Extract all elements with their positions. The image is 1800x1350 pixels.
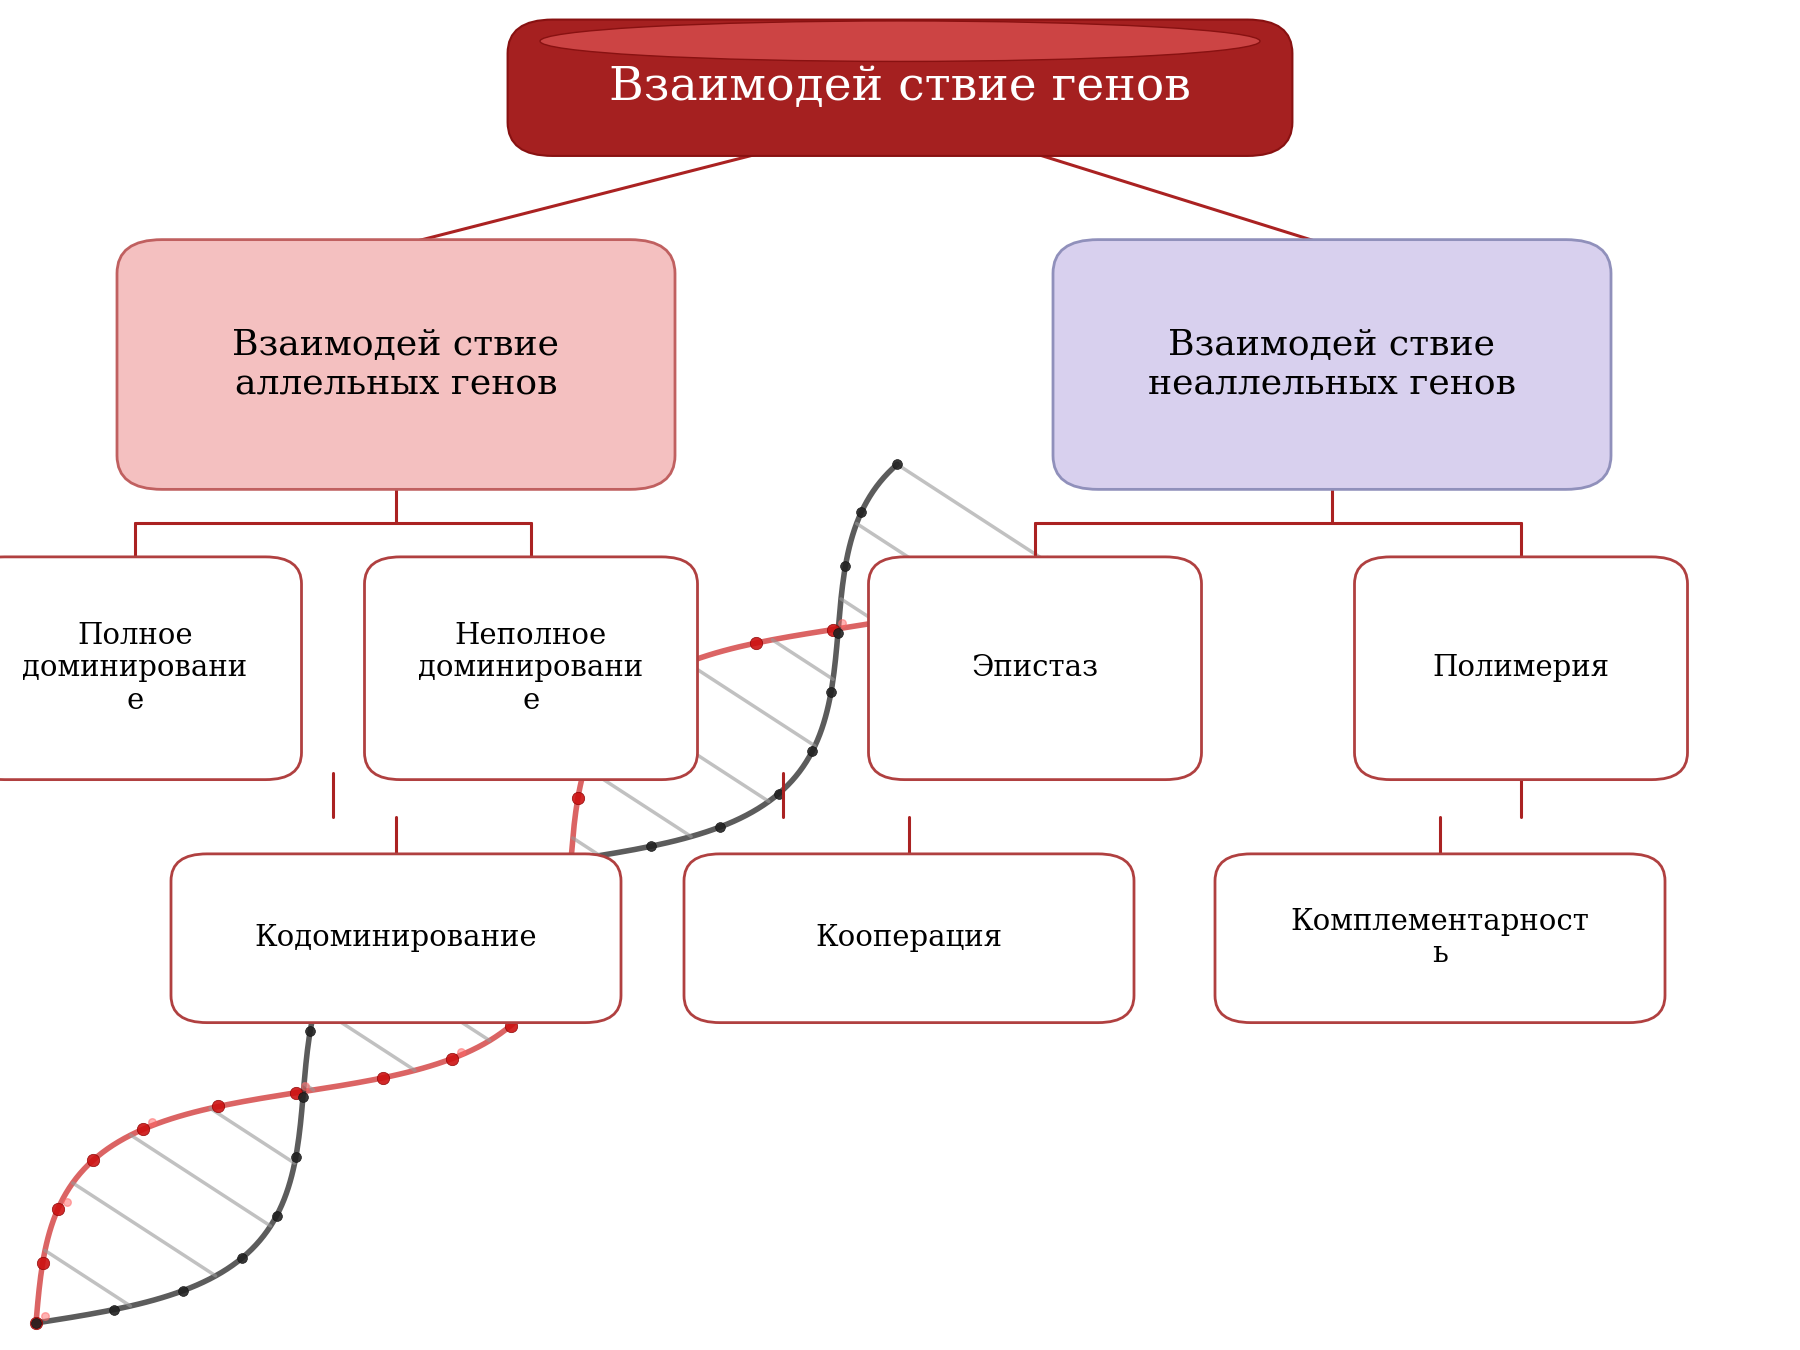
Point bbox=[1033, 551, 1062, 572]
Point bbox=[846, 501, 875, 522]
Point bbox=[311, 967, 340, 988]
Point bbox=[22, 1312, 50, 1334]
Point bbox=[203, 1096, 232, 1118]
Point bbox=[637, 836, 666, 857]
Text: Эпистаз: Эпистаз bbox=[972, 655, 1098, 682]
Point bbox=[828, 612, 857, 633]
Point bbox=[369, 1066, 398, 1088]
FancyBboxPatch shape bbox=[508, 20, 1292, 157]
Point bbox=[666, 655, 695, 676]
Point bbox=[79, 1150, 108, 1172]
Point bbox=[437, 1048, 466, 1069]
Point bbox=[290, 1075, 319, 1096]
Point bbox=[742, 632, 770, 653]
Text: Комплементарност
ь: Комплементарност ь bbox=[1291, 909, 1589, 968]
Point bbox=[473, 864, 502, 886]
Point bbox=[29, 1253, 58, 1274]
Point bbox=[765, 783, 794, 805]
Text: Полное
доминировани
е: Полное доминировани е bbox=[22, 622, 248, 714]
Point bbox=[675, 648, 704, 670]
Text: Кооперация: Кооперация bbox=[815, 925, 1003, 952]
Point bbox=[347, 918, 376, 940]
Text: Неполное
доминировани
е: Неполное доминировани е bbox=[418, 622, 644, 714]
Point bbox=[288, 1087, 317, 1108]
FancyBboxPatch shape bbox=[1053, 240, 1611, 490]
Point bbox=[556, 855, 585, 876]
Point bbox=[983, 578, 1012, 599]
FancyBboxPatch shape bbox=[0, 556, 302, 780]
Ellipse shape bbox=[540, 22, 1260, 61]
Point bbox=[22, 1312, 50, 1334]
FancyBboxPatch shape bbox=[171, 855, 621, 1023]
FancyBboxPatch shape bbox=[117, 240, 675, 490]
Point bbox=[263, 1204, 292, 1226]
Point bbox=[398, 887, 427, 909]
Point bbox=[31, 1305, 59, 1327]
Point bbox=[563, 787, 592, 809]
Point bbox=[565, 848, 594, 869]
Point bbox=[529, 973, 558, 995]
Point bbox=[614, 686, 643, 707]
Point bbox=[974, 585, 1003, 606]
FancyBboxPatch shape bbox=[364, 556, 697, 780]
Point bbox=[497, 1015, 526, 1037]
Point bbox=[295, 1021, 324, 1042]
Point bbox=[130, 1118, 158, 1139]
Point bbox=[580, 733, 608, 755]
Text: Взаимодей ствие
аллельных генов: Взаимодей ствие аллельных генов bbox=[232, 328, 560, 401]
Point bbox=[446, 1041, 475, 1062]
FancyBboxPatch shape bbox=[868, 556, 1202, 780]
FancyBboxPatch shape bbox=[1215, 855, 1665, 1023]
Point bbox=[43, 1199, 72, 1220]
Text: Взаимодей ствие
неаллельных генов: Взаимодей ствие неаллельных генов bbox=[1148, 328, 1516, 401]
Point bbox=[819, 618, 848, 640]
Point bbox=[905, 603, 934, 625]
Point bbox=[824, 622, 853, 644]
Point bbox=[139, 1111, 167, 1133]
Text: Кодоминирование: Кодоминирование bbox=[254, 925, 538, 952]
Text: Полимерия: Полимерия bbox=[1433, 655, 1609, 682]
Point bbox=[99, 1299, 128, 1320]
Text: Взаимодей ствие генов: Взаимодей ствие генов bbox=[608, 65, 1192, 111]
Point bbox=[281, 1081, 310, 1103]
Point bbox=[169, 1280, 198, 1301]
Point bbox=[797, 741, 826, 763]
Point bbox=[817, 682, 846, 703]
Point bbox=[882, 454, 911, 475]
Point bbox=[832, 555, 860, 576]
Point bbox=[551, 850, 580, 872]
Point bbox=[229, 1247, 257, 1269]
Point bbox=[538, 967, 567, 988]
Point bbox=[281, 1146, 310, 1168]
Point bbox=[589, 726, 617, 748]
FancyBboxPatch shape bbox=[1354, 556, 1688, 780]
Point bbox=[706, 817, 734, 838]
Point bbox=[52, 1192, 81, 1214]
FancyBboxPatch shape bbox=[684, 855, 1134, 1023]
Point bbox=[549, 914, 578, 936]
